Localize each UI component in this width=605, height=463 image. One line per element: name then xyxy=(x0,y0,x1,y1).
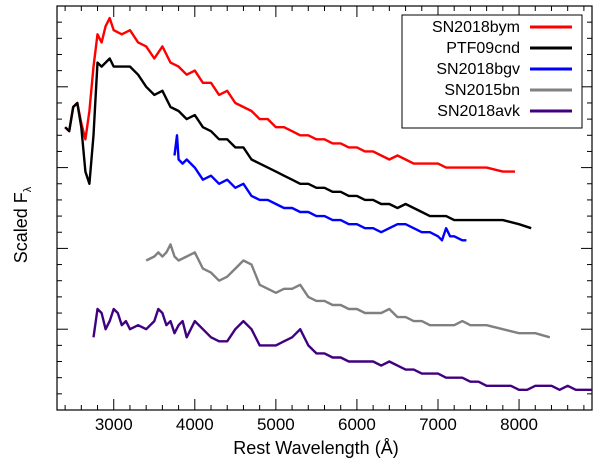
x-tick-label: 6000 xyxy=(338,415,376,434)
x-axis-label: Rest Wavelength (Å) xyxy=(233,438,398,458)
legend-label: PTF09cnd xyxy=(446,40,520,57)
series-line-sn2018bym xyxy=(64,16,515,173)
legend: SN2018bym PTF09cnd SN2018bgv SN2015bn SN2018… xyxy=(401,14,583,129)
series-line-ptf09cnd xyxy=(64,57,532,230)
spectra-lines xyxy=(64,16,592,391)
y-axis-title-subscript: λ xyxy=(22,186,34,192)
x-tick-label: 4000 xyxy=(176,415,214,434)
legend-box xyxy=(401,14,583,129)
y-axis-title-main: Scaled F xyxy=(11,192,31,263)
x-tick-labels: 3000 4000 5000 6000 7000 8000 xyxy=(95,415,538,434)
x-axis-title: Rest Wavelength (Å) xyxy=(233,438,398,458)
y-axis-label: Scaled Fλ xyxy=(11,186,34,263)
plot-axes xyxy=(56,5,593,411)
x-tick-label: 5000 xyxy=(257,415,295,434)
legend-label: SN2018avk xyxy=(437,103,521,120)
series-line-sn2015bn xyxy=(145,243,551,339)
x-tick-label: 8000 xyxy=(500,415,538,434)
series-line-sn2018bgv xyxy=(173,134,467,242)
legend-label: SN2015bn xyxy=(444,82,520,99)
y-axis-title: Scaled Fλ xyxy=(11,186,34,263)
legend-label: SN2018bym xyxy=(432,19,520,36)
x-tick-label: 7000 xyxy=(419,415,457,434)
x-tick-label: 3000 xyxy=(95,415,133,434)
legend-label: SN2018bgv xyxy=(436,61,520,78)
series-line-sn2018avk xyxy=(92,307,592,391)
